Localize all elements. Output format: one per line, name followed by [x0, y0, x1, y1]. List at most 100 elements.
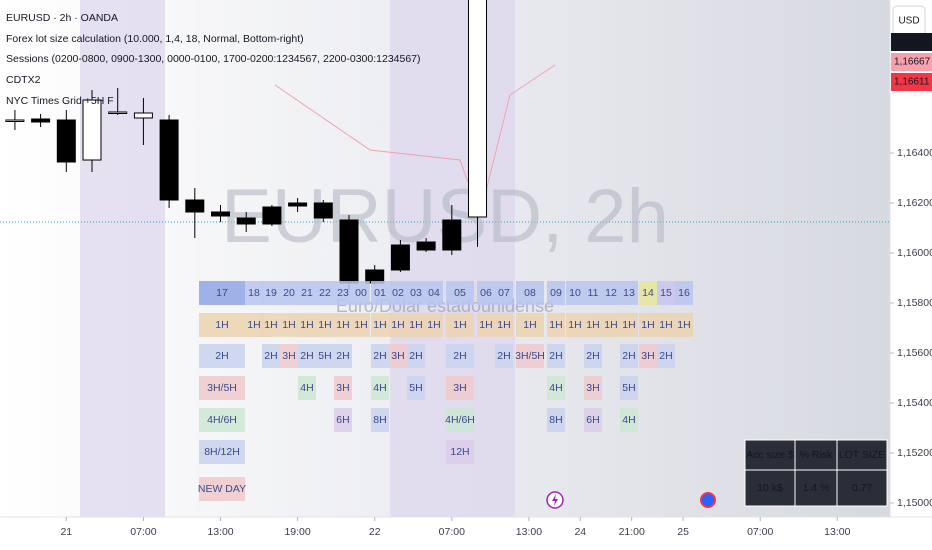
grid-cell	[371, 344, 389, 368]
candle-body	[31, 118, 51, 123]
grid-label: 1H	[373, 319, 386, 331]
grid-cell	[477, 313, 495, 337]
currency-label[interactable]: USD	[898, 16, 919, 27]
grid-cell	[407, 281, 425, 305]
grid-label: 4H/6H	[207, 414, 237, 426]
grid-cell	[262, 344, 280, 368]
grid-cell	[316, 281, 334, 305]
table-cell	[836, 469, 888, 507]
grid-label: 23	[337, 287, 349, 299]
x-tick-label: 25	[677, 526, 689, 538]
grid-label: 13	[623, 287, 635, 299]
grid-label: 3H	[586, 382, 599, 394]
grid-cell	[675, 313, 693, 337]
x-tick-label: 07:00	[439, 526, 465, 538]
grid-label: 1H	[300, 319, 313, 331]
candle-body	[288, 202, 308, 207]
grid-cell	[495, 281, 513, 305]
grid-label: 4H	[373, 382, 386, 394]
grid-label: 3H	[336, 382, 349, 394]
grid-cell	[657, 313, 675, 337]
grid-cell	[199, 313, 245, 337]
grid-label: 1H	[497, 319, 510, 331]
grid-label: 07	[498, 287, 510, 299]
grid-label: 3H	[641, 350, 654, 362]
grid-label: 2H	[264, 350, 277, 362]
grid-label: 8H	[549, 414, 562, 426]
grid-cell	[199, 344, 245, 368]
grid-label: 1H	[391, 319, 404, 331]
grid-label: 05	[454, 287, 466, 299]
grid-label: 5H	[409, 382, 422, 394]
grid-cell	[547, 281, 565, 305]
grid-cell	[495, 313, 513, 337]
grid-label: 1H	[659, 319, 672, 331]
indicator: CDTX2	[6, 74, 41, 86]
grid-cell	[547, 344, 565, 368]
grid-cell	[477, 281, 495, 305]
y-tick-label: 1,16400	[897, 147, 932, 159]
table-header: Acc size $	[746, 449, 794, 461]
grid-label: 09	[550, 287, 562, 299]
session-grid: 17 18 19 20 21 22 23 00 01 02 03 04 05 06 07 08 09 10 11 12…	[198, 281, 693, 501]
grid-cell	[280, 344, 298, 368]
grid-label: 2H	[409, 350, 422, 362]
grid-cell	[334, 408, 352, 432]
grid-label: 18	[248, 287, 260, 299]
grid-label: 1H	[641, 319, 654, 331]
grid-cell	[425, 281, 443, 305]
table-header: LOT SIZE	[839, 449, 886, 461]
price-tag	[891, 73, 932, 91]
candle-body	[133, 112, 153, 119]
event-icon[interactable]	[700, 492, 716, 508]
candle-body	[416, 241, 436, 251]
grid-cell	[566, 313, 584, 337]
x-tick-label: 07:00	[130, 526, 156, 538]
grid-cell	[584, 408, 602, 432]
grid-label: 20	[283, 287, 295, 299]
candle-body	[108, 111, 128, 114]
candle-body	[82, 99, 102, 161]
candle-body	[468, 0, 488, 218]
grid-label: 3H	[391, 350, 404, 362]
candle-body	[442, 219, 462, 251]
grid-cell	[280, 313, 298, 337]
grid-label: 3H/5H	[207, 382, 237, 394]
grid-label: 01	[374, 287, 386, 299]
grid-label: 1H	[586, 319, 599, 331]
grid-cell	[389, 344, 407, 368]
grid-label: 06	[480, 287, 492, 299]
grid-cell	[199, 440, 245, 464]
grid-cell	[446, 408, 474, 432]
grid-cell	[639, 344, 657, 368]
grid-cell	[547, 313, 565, 337]
grid-label: 1H	[568, 319, 581, 331]
grid-cell	[675, 281, 693, 305]
grid-cell	[446, 376, 474, 400]
symbol: EURUSD · 2h · OANDA	[6, 12, 118, 24]
grid-label: 1H	[677, 319, 690, 331]
indicator: Forex lot size calculation (10.000, 1,4,…	[6, 33, 304, 45]
table-value: 0.77	[852, 482, 873, 494]
indicator: NYC Times Grid +5H F	[6, 95, 114, 107]
grid-cell	[352, 313, 370, 337]
grid-label: 1H	[604, 319, 617, 331]
x-tick-label: 21	[60, 526, 72, 538]
grid-cell	[639, 313, 657, 337]
x-tick-label: 19:00	[284, 526, 310, 538]
grid-cell	[245, 281, 263, 305]
y-tick-label: 1,16200	[897, 197, 932, 209]
grid-label: 2H	[453, 350, 466, 362]
grid-cell	[566, 281, 584, 305]
candle-body	[185, 199, 205, 213]
grid-label: 10	[569, 287, 581, 299]
grid-cell	[620, 344, 638, 368]
grid-cell	[547, 376, 565, 400]
grid-label: 22	[319, 287, 331, 299]
grid-label: 16	[678, 287, 690, 299]
grid-cell	[334, 313, 352, 337]
grid-label: 4H/6H	[445, 414, 475, 426]
price-tag-label: 1,16611	[894, 77, 930, 88]
grid-label: 08	[524, 287, 536, 299]
